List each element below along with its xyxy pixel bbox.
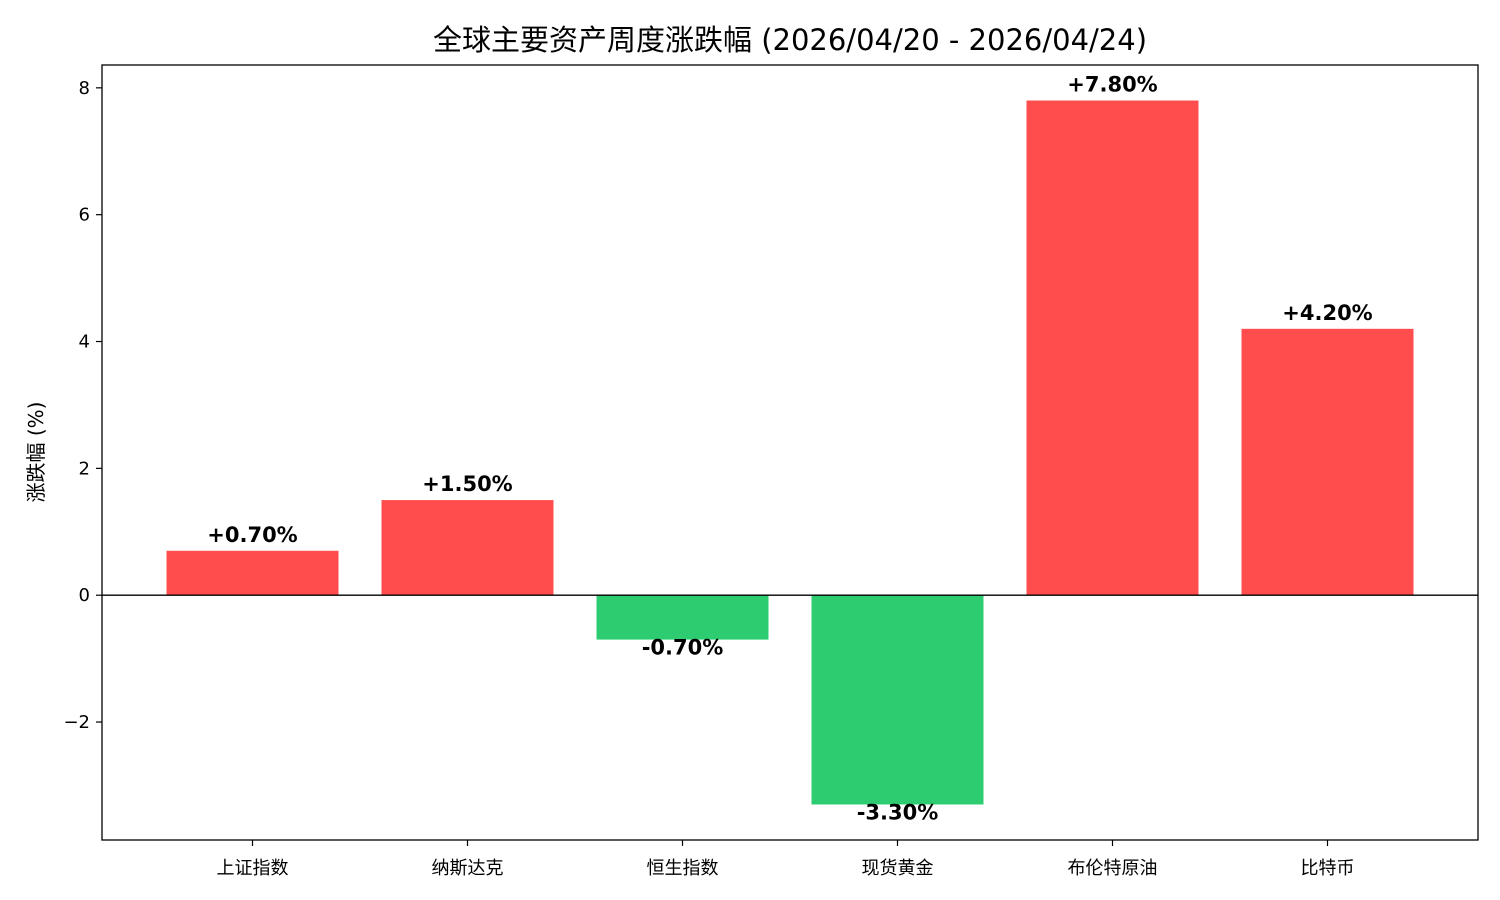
bar-1 <box>381 500 554 596</box>
data-label-0: +0.70% <box>207 523 297 547</box>
x-tick-label-3: 现货黄金 <box>862 858 934 879</box>
y-axis-label: 涨跌幅 (%) <box>24 402 48 503</box>
bar-5 <box>1241 328 1414 596</box>
bar-0 <box>166 550 339 596</box>
bars-layer <box>166 100 1414 805</box>
chart-title: 全球主要资产周度涨跌幅 (2026/04/20 - 2026/04/24) <box>433 23 1147 57</box>
y-tick-label-1: 0 <box>79 585 90 606</box>
bar-2 <box>596 595 769 640</box>
x-tick-label-0: 上证指数 <box>217 858 289 879</box>
y-tick-label-4: 6 <box>79 205 90 226</box>
data-labels-layer: +0.70% +1.50% -0.70% -3.30% +7.80% +4.20% <box>207 73 1372 825</box>
x-tick-label-4: 布伦特原油 <box>1068 858 1158 879</box>
plot-area: +0.70% +1.50% -0.70% -3.30% +7.80% +4.20% <box>101 64 1479 841</box>
bar-4 <box>1026 100 1199 596</box>
x-tick-label-5: 比特币 <box>1301 858 1355 879</box>
y-tick-label-2: 2 <box>79 458 90 479</box>
y-tick-label-3: 4 <box>79 332 90 353</box>
y-tick-label-0: −2 <box>63 712 90 733</box>
data-label-1: +1.50% <box>422 472 512 496</box>
data-label-2: -0.70% <box>642 636 724 660</box>
plot-frame <box>101 64 1479 841</box>
x-tick-label-1: 纳斯达克 <box>432 858 504 879</box>
y-axis: −2 0 2 4 6 8 <box>63 78 102 733</box>
data-label-5: +4.20% <box>1282 301 1372 325</box>
data-label-3: -3.30% <box>857 800 939 824</box>
y-tick-label-5: 8 <box>79 78 90 99</box>
data-label-4: +7.80% <box>1067 73 1157 97</box>
bar-3 <box>811 595 984 805</box>
x-tick-label-2: 恒生指数 <box>647 858 719 879</box>
x-axis: 上证指数 纳斯达克 恒生指数 现货黄金 布伦特原油 比特币 <box>217 840 1355 879</box>
